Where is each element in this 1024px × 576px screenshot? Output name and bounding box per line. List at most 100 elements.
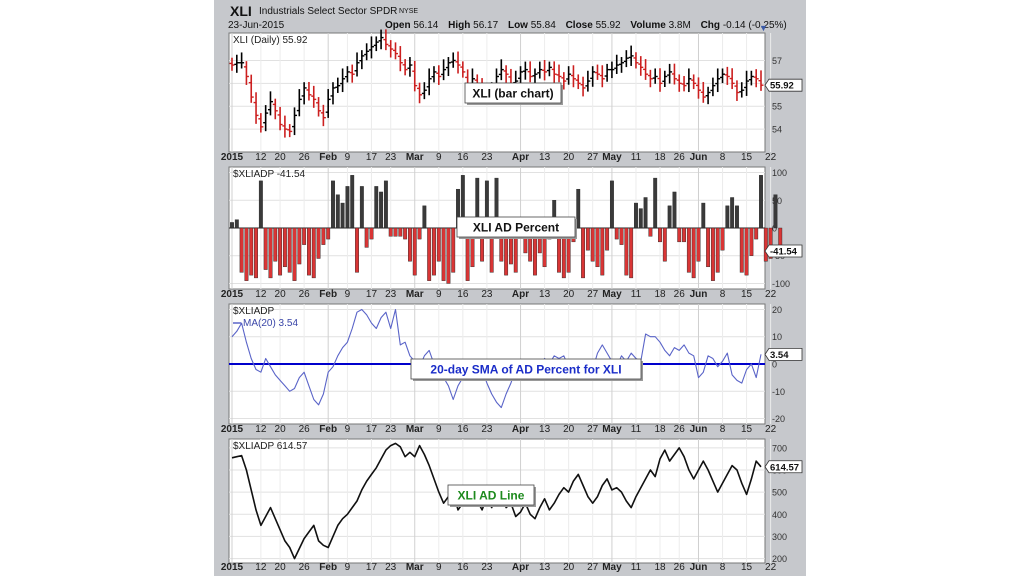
ohlc-bar (691, 74, 697, 90)
panel-title: XLI (Daily) 55.92 (233, 35, 308, 46)
x-tick-label: 9 (345, 424, 351, 435)
y-tick-label: -10 (772, 387, 785, 397)
ohlc-bar (330, 82, 336, 105)
ad-percent-bar (374, 186, 379, 229)
x-tick-label: 26 (674, 562, 686, 573)
x-tick-label: 26 (674, 289, 686, 300)
ohlc-bar (258, 113, 264, 133)
ad-percent-bar (263, 227, 268, 270)
ohlc-bar (715, 68, 721, 93)
ohlc-bar (234, 54, 240, 73)
ad-percent-bar (340, 202, 345, 229)
ohlc-bar (724, 66, 730, 85)
ad-percent-bar (624, 227, 629, 276)
ad-percent-bar (725, 205, 730, 229)
x-tick-label: Apr (512, 424, 529, 435)
ohlc-bar (686, 68, 692, 93)
x-tick-label: 18 (654, 152, 666, 163)
ticker-symbol[interactable]: XLI (230, 3, 252, 19)
ad-percent-bar (239, 227, 244, 273)
x-tick-label: 20 (275, 289, 287, 300)
ad-percent-bar (335, 194, 340, 229)
ohlc-bar (619, 57, 625, 73)
ad-percent-bar (662, 227, 667, 262)
ohlc-bar (397, 46, 403, 72)
ad-percent-bar (638, 208, 643, 229)
x-tick-label: Jun (690, 152, 708, 163)
ohlc-bar (354, 52, 360, 77)
x-tick-label: 20 (563, 424, 575, 435)
ad-percent-bar (605, 227, 610, 251)
x-tick-label: 26 (299, 424, 311, 435)
ohlc-bar (417, 82, 423, 104)
ad-percent-bar (244, 227, 249, 281)
y-tick-label: 0 (772, 360, 777, 370)
annotation-callout: XLI (bar chart) (464, 82, 563, 105)
x-tick-label: 9 (345, 152, 351, 163)
x-tick-label: 12 (255, 562, 267, 573)
x-tick-label: 2015 (221, 562, 244, 573)
x-tick-label: 26 (299, 562, 311, 573)
x-tick-label: 17 (366, 424, 378, 435)
last-value-box (764, 244, 803, 258)
ohlc-bar (412, 60, 418, 92)
ohlc-bar (296, 89, 302, 117)
ad-percent-bar (634, 202, 638, 229)
last-value-text: 3.54 (770, 350, 789, 361)
panel-title: $XLIADP 614.57 (233, 441, 308, 452)
ohlc-bar (623, 50, 629, 68)
ohlc-bar (460, 61, 466, 78)
chevron-down-icon[interactable]: ▼ (759, 23, 768, 33)
change-value: -0.14 (-0.25%) (722, 20, 787, 31)
x-tick-label: Mar (406, 562, 424, 573)
ad-percent-bar (773, 194, 778, 229)
ad-percent-bar (614, 227, 619, 240)
ad-percent-bar (581, 227, 585, 279)
ohlc-bar (436, 65, 442, 85)
x-tick-label: 23 (481, 424, 493, 435)
ad-percent-bar (412, 227, 417, 276)
ohlc-bar (287, 124, 293, 138)
x-tick-label: May (602, 562, 622, 573)
x-tick-label: 11 (631, 562, 642, 573)
ohlc-bar (373, 36, 379, 52)
ohlc-bar (556, 64, 562, 83)
ad-percent-bar (648, 227, 653, 237)
ohlc-bar (393, 42, 399, 60)
ohlc-bar (575, 74, 581, 90)
y-tick-label: 700 (772, 443, 787, 453)
x-tick-label: 18 (654, 424, 666, 435)
ohlc-bar (599, 65, 605, 88)
ohlc-bar (570, 65, 576, 88)
ad-percent-bar (422, 205, 427, 229)
x-tick-label: 11 (631, 289, 642, 300)
ohlc-bar (263, 105, 269, 132)
y-tick-label: 55 (772, 102, 782, 112)
last-value-box (764, 460, 803, 474)
ad-percent-bar (677, 227, 682, 243)
last-value-tag: -41.54 (764, 244, 803, 258)
ohlc-bar (695, 77, 701, 99)
x-tick-label: Apr (512, 562, 529, 573)
ad-percent-bar (735, 205, 739, 229)
ohlc-bar (359, 50, 365, 70)
x-tick-label: 23 (385, 289, 397, 300)
ad-percent-bar (590, 227, 595, 262)
x-tick-label: 17 (366, 152, 378, 163)
x-tick-label: Feb (319, 289, 337, 300)
ohlc-bar (441, 59, 447, 81)
callout-text: XLI AD Line (458, 489, 525, 503)
y-tick-label: 200 (772, 554, 787, 564)
ohlc-bar (450, 52, 456, 68)
annotation-callout: XLI AD Line (447, 484, 536, 507)
ad-percent-bar (682, 227, 686, 243)
ohlc-bar (604, 63, 610, 82)
y-tick-label: 54 (772, 125, 782, 135)
exchange-label: NYSE (399, 8, 419, 15)
x-tick-label: 26 (299, 289, 311, 300)
annotation-callout: XLI AD Percent (456, 216, 577, 239)
x-tick-label: 23 (481, 562, 493, 573)
y-tick-label: 0 (772, 224, 777, 234)
ohlc-bar (594, 64, 600, 80)
